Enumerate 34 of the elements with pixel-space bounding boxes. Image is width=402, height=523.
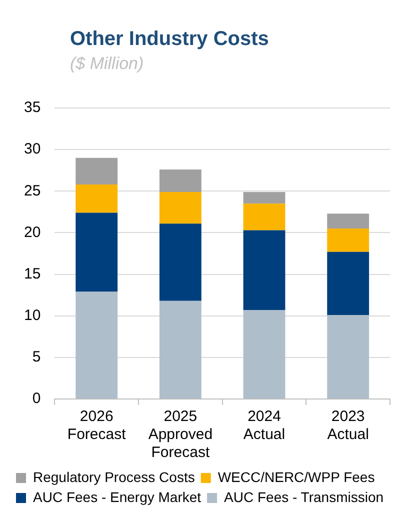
y-tick-label: 10 bbox=[24, 307, 41, 324]
bar bbox=[159, 192, 202, 224]
bar bbox=[243, 204, 286, 230]
chart-title: Other Industry Costs bbox=[70, 28, 269, 51]
bar bbox=[76, 292, 118, 398]
bar bbox=[76, 158, 118, 184]
y-tick-label: 15 bbox=[24, 265, 41, 282]
legend-label: AUC Fees - Transmission bbox=[224, 488, 384, 505]
bar bbox=[243, 310, 286, 398]
legend-label: AUC Fees - Energy Market bbox=[33, 488, 202, 505]
bar bbox=[327, 214, 370, 229]
bar bbox=[327, 252, 370, 316]
y-tick-label: 5 bbox=[32, 348, 41, 366]
x-tick-label: 2025 Approved Forecast bbox=[148, 408, 213, 462]
bar bbox=[76, 184, 118, 213]
bar bbox=[327, 228, 370, 252]
bar bbox=[159, 170, 202, 192]
legend-label: Regulatory Process Costs bbox=[33, 468, 195, 485]
y-tick-label: 25 bbox=[24, 182, 41, 200]
legend-label: WECC/NERC/WPP Fees bbox=[218, 468, 375, 485]
bar bbox=[243, 192, 286, 204]
y-tick-label: 0 bbox=[32, 390, 41, 408]
y-tick-label: 30 bbox=[24, 140, 41, 158]
y-tick-label: 20 bbox=[24, 224, 41, 241]
x-tick-label: 2026 Forecast bbox=[67, 408, 127, 444]
bar bbox=[327, 315, 370, 398]
bar bbox=[159, 224, 202, 301]
bar bbox=[76, 212, 118, 292]
y-tick-label: 35 bbox=[24, 99, 41, 116]
bar bbox=[159, 300, 202, 398]
x-tick-label: 2023 Actual bbox=[327, 408, 369, 444]
x-tick-label: 2024 Actual bbox=[243, 408, 286, 444]
chart-subtitle: ($ Million) bbox=[70, 54, 144, 74]
bar bbox=[243, 230, 286, 310]
